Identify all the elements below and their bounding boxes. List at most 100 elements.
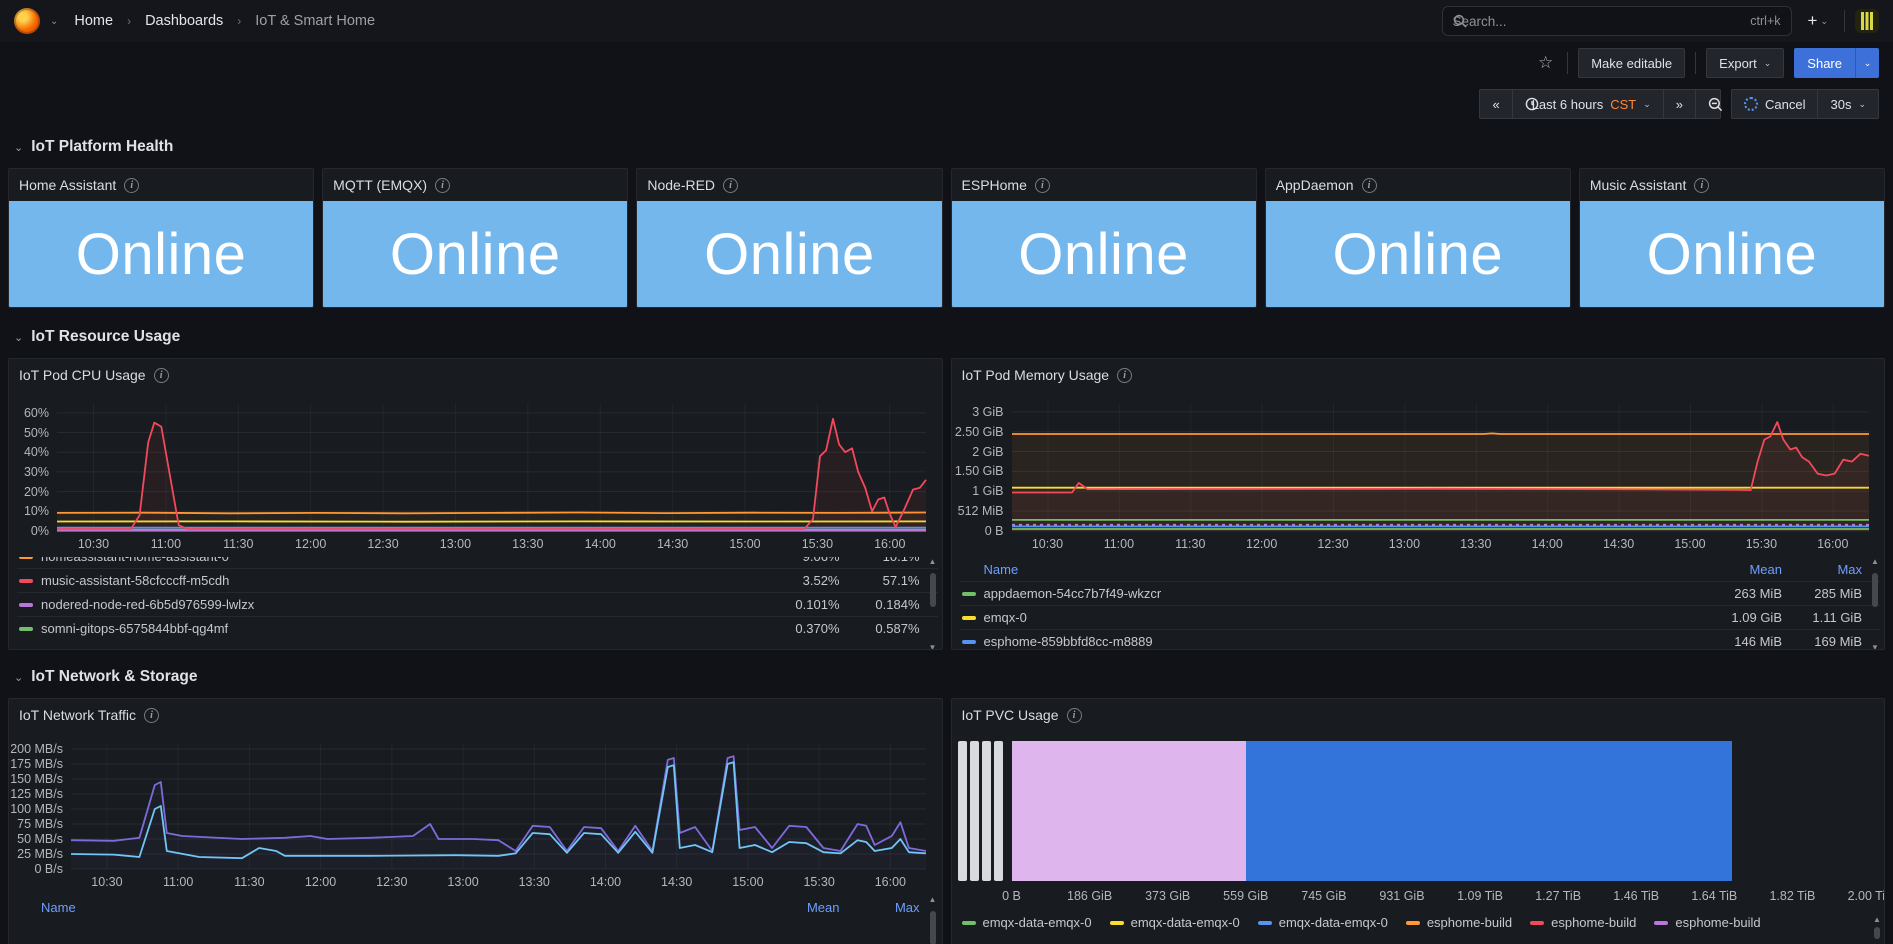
legend-col-mean[interactable]: Mean [1749, 561, 1782, 577]
scroll-up-icon[interactable]: ▲ [1873, 915, 1881, 924]
bar-segment-0[interactable] [1011, 741, 1246, 881]
add-button[interactable]: + ⌄ [1807, 11, 1828, 30]
legend-row[interactable]: music-assistant-58cfcccff-m5cdh 3.52% 57.1… [17, 568, 938, 592]
cpu-usage-chart[interactable]: 60% 50% 40% 30% 20% 10% 0% 10:30 11:00 11:30 12:00… [9, 391, 942, 650]
legend-col-max[interactable]: Max [1837, 561, 1862, 577]
legend-row[interactable]: emqx-0 1.09 GiB 1.11 GiB [959, 605, 1880, 629]
series-color-swatch[interactable] [961, 591, 976, 596]
org-chevron-icon[interactable]: ⌄ [50, 15, 59, 27]
info-icon[interactable]: i [153, 367, 169, 383]
row-network-storage[interactable]: ⌄ IoT Network & Storage [14, 664, 1885, 690]
legend-col-name[interactable]: Name [983, 561, 1019, 577]
breadcrumb-home[interactable]: Home [74, 13, 114, 29]
user-avatar[interactable] [1855, 9, 1879, 33]
info-icon[interactable]: i [143, 707, 159, 723]
breadcrumb-dashboards[interactable]: Dashboards [145, 13, 224, 29]
panel-header[interactable]: IoT Pod CPU Usage i [9, 359, 942, 391]
scroll-up-icon[interactable]: ▲ [928, 895, 937, 904]
scroll-up-icon[interactable]: ▲ [928, 557, 937, 566]
legend-scrollbar[interactable]: ▲▼ [928, 895, 938, 944]
legend-scrollbar[interactable]: ▲▼ [1870, 557, 1880, 650]
plot-area[interactable]: 60% 50% 40% 30% 20% 10% 0% 10:30 11:00 11:30 12:00… [9, 391, 942, 555]
memory-usage-chart[interactable]: 3 GiB 2.50 GiB 2 GiB 1.50 GiB 1 GiB 512 MiB 0 … [952, 391, 1885, 650]
scrollbar-thumb[interactable] [1872, 573, 1878, 607]
pvc-usage-chart[interactable]: 0 B 186 GiB 373 GiB 559 GiB 745 GiB 931 GiB 1.… [952, 731, 1884, 944]
legend-col-mean[interactable]: Mean [806, 899, 840, 915]
search-input[interactable]: Search... ctrl+k [1441, 6, 1792, 36]
legend-row[interactable]: esphome-859bbfd8cc-m8889 146 MiB 169 MiB [959, 629, 1880, 649]
legend-row[interactable]: somni-gitops-6575844bbf-qg4mf 0.370% 0.587… [17, 616, 938, 640]
legend-table[interactable]: Name Mean Max ▲▼ [17, 895, 938, 944]
legend-col-name[interactable]: Name [41, 899, 76, 915]
info-icon[interactable]: i [124, 177, 140, 193]
series-color-swatch[interactable] [19, 602, 33, 607]
legend-table[interactable]: homeassistant-home-assistant-09.06%10.1%… [17, 557, 938, 650]
row-platform-health[interactable]: ⌄ IoT Platform Health [14, 134, 1885, 160]
series-color-swatch[interactable] [19, 578, 33, 583]
legend-table[interactable]: Name Mean Max appdaemon-54cc7b7f49-wkzcr 263… [959, 557, 1880, 650]
panel-header[interactable]: Node-RED i [637, 169, 941, 201]
legend-item[interactable]: esphome-build [1530, 915, 1636, 930]
series-color-swatch[interactable] [961, 615, 976, 620]
panel-header[interactable]: AppDaemon i [1266, 169, 1570, 201]
legend-item[interactable]: esphome-build [1654, 915, 1761, 930]
share-dropdown-button[interactable]: ⌄ [1855, 48, 1879, 78]
panel-header[interactable]: IoT PVC Usage i [952, 699, 1885, 731]
info-icon[interactable]: i [435, 177, 451, 193]
info-icon[interactable]: i [1034, 177, 1050, 193]
make-editable-button[interactable]: Make editable [1578, 48, 1686, 78]
star-icon[interactable]: ☆ [1537, 53, 1554, 72]
bar-segment-1[interactable] [1245, 741, 1732, 881]
panel-header[interactable]: MQTT (EMQX) i [323, 169, 627, 201]
time-back-button[interactable]: « [1479, 89, 1512, 119]
info-icon[interactable]: i [1694, 177, 1710, 193]
scrollbar-track[interactable] [929, 905, 937, 944]
series-color-swatch[interactable] [19, 626, 33, 631]
info-icon[interactable]: i [723, 177, 739, 193]
legend-col-max[interactable]: Max [894, 899, 920, 915]
legend-list[interactable]: emqx-data-emqx-0 emqx-data-emqx-0 emqx-dat… [961, 915, 1883, 939]
legend-row-clipped[interactable]: homeassistant-home-assistant-09.06%10.1% [17, 557, 938, 568]
panel-header[interactable]: Home Assistant i [9, 169, 313, 201]
scrollbar-thumb[interactable] [1874, 927, 1880, 939]
scrollbar-thumb[interactable] [929, 573, 936, 607]
legend-scrollbar[interactable]: ▲ [1872, 915, 1882, 941]
scrollbar-track[interactable] [1873, 925, 1881, 941]
row-resource-usage[interactable]: ⌄ IoT Resource Usage [14, 324, 1885, 350]
legend-item[interactable]: emqx-data-emqx-0 [961, 915, 1092, 930]
stacked-bar[interactable] [1011, 741, 1871, 881]
zoom-out-button[interactable] [1695, 89, 1723, 119]
info-icon[interactable]: i [1066, 707, 1082, 723]
panel-header[interactable]: ESPHome i [952, 169, 1256, 201]
series-color-swatch[interactable] [961, 639, 976, 644]
legend-item[interactable]: emqx-data-emqx-0 [1109, 915, 1240, 930]
scroll-down-icon[interactable]: ▼ [1871, 643, 1879, 650]
export-button[interactable]: Export ⌄ [1706, 48, 1785, 78]
legend-scrollbar[interactable]: ▲▼ [928, 557, 938, 650]
legend-row[interactable]: appdaemon-54cc7b7f49-wkzcr 263 MiB 285 MiB [959, 581, 1880, 605]
info-icon[interactable]: i [1117, 367, 1133, 383]
scroll-down-icon[interactable]: ▼ [928, 643, 937, 650]
plot-area[interactable]: 3 GiB 2.50 GiB 2 GiB 1.50 GiB 1 GiB 512 MiB 0 … [952, 391, 1885, 555]
plot-area[interactable]: 0 B 186 GiB 373 GiB 559 GiB 745 GiB 931 GiB 1.… [952, 731, 1884, 907]
refresh-interval-picker[interactable]: 30s ⌄ [1817, 89, 1879, 119]
legend-row[interactable]: nodered-node-red-6b5d976599-lwlzx 0.101% 0… [17, 592, 938, 616]
network-traffic-chart[interactable]: 200 MB/s 175 MB/s 150 MB/s 125 MB/s 100 MB/s… [9, 731, 942, 944]
legend-item[interactable]: esphome-build [1405, 915, 1512, 930]
panel-header[interactable]: IoT Network Traffic i [9, 699, 942, 731]
info-icon[interactable]: i [1361, 177, 1377, 193]
legend-item[interactable]: emqx-data-emqx-0 [1257, 915, 1388, 930]
panel-header[interactable]: Music Assistant i [1580, 169, 1884, 201]
scroll-up-icon[interactable]: ▲ [1871, 557, 1879, 566]
share-button[interactable]: Share [1794, 48, 1855, 78]
plot-area[interactable]: 200 MB/s 175 MB/s 150 MB/s 125 MB/s 100 MB/s… [9, 731, 942, 893]
time-forward-button[interactable]: » [1662, 89, 1696, 119]
panel-header[interactable]: IoT Pod Memory Usage i [952, 359, 1885, 391]
refresh-cancel-button[interactable]: Cancel [1731, 89, 1818, 119]
grafana-logo-icon[interactable] [14, 8, 40, 34]
scrollbar-track[interactable] [1871, 567, 1879, 643]
series-color-swatch[interactable] [19, 557, 33, 559]
scrollbar-track[interactable] [929, 567, 937, 643]
time-range-picker[interactable]: Last 6 hours CST ⌄ [1511, 89, 1663, 119]
scrollbar-thumb[interactable] [929, 911, 936, 944]
